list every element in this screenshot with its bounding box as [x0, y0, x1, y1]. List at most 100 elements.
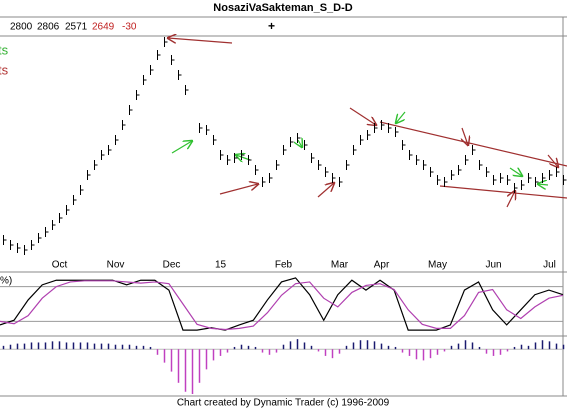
readout: 2649: [92, 22, 115, 33]
price-bar: [164, 37, 168, 47]
price-bar: [59, 213, 63, 223]
price-bar: [346, 160, 350, 170]
price-bar: [66, 205, 70, 215]
price-bar: [500, 173, 504, 183]
price-bar: [3, 235, 7, 245]
price-bar: [157, 50, 161, 60]
price-bar: [136, 90, 140, 100]
price-bar: [395, 127, 399, 137]
price-bar: [269, 173, 273, 183]
price-bar: [94, 160, 98, 170]
price-bar: [444, 177, 448, 187]
price-bar: [31, 240, 35, 250]
price-bar: [297, 133, 301, 143]
price-bar: [241, 150, 245, 160]
price-bar: [143, 75, 147, 85]
price-bar: [255, 165, 259, 175]
oscillator-line: [0, 280, 564, 331]
price-bar: [262, 177, 266, 187]
legend: ts: [0, 42, 9, 57]
price-bar: [493, 175, 497, 185]
x-tick-label: Feb: [275, 260, 293, 271]
plus: +: [268, 19, 275, 33]
price-bar: [388, 123, 392, 133]
x-tick-label: 15: [215, 260, 227, 271]
price-bar: [479, 160, 483, 170]
footer: Chart created by Dynamic Trader (c) 1996…: [177, 398, 390, 409]
price-bar: [38, 233, 42, 243]
price-bar: [276, 160, 280, 170]
price-bar: [556, 167, 560, 177]
price-bar: [290, 137, 294, 147]
price-bar: [150, 65, 154, 75]
price-bar: [339, 177, 343, 187]
price-bar: [332, 173, 336, 183]
osc-label: %): [0, 276, 12, 287]
price-bar: [17, 243, 21, 253]
x-tick-label: May: [428, 260, 447, 271]
price-bar: [115, 135, 119, 145]
price-bar: [283, 145, 287, 155]
price-bar: [542, 173, 546, 183]
price-bar: [10, 240, 14, 250]
price-bar: [465, 155, 469, 165]
readout: 2571: [65, 22, 88, 33]
price-bar: [409, 150, 413, 160]
price-bar: [451, 170, 455, 180]
price-bar: [73, 195, 77, 205]
oscillator-line: [0, 277, 564, 331]
price-bar: [381, 120, 385, 130]
price-bar: [87, 170, 91, 180]
price-bar: [521, 180, 525, 190]
readout: 2806: [37, 22, 60, 33]
price-bar: [101, 150, 105, 160]
price-bar: [563, 175, 567, 185]
x-tick-label: Oct: [52, 260, 68, 271]
price-bar: [430, 167, 434, 177]
price-bar: [549, 170, 553, 180]
price-bar: [213, 135, 217, 145]
x-tick-label: Dec: [163, 260, 181, 271]
x-tick-label: Apr: [374, 260, 390, 271]
price-bar: [535, 177, 539, 187]
readout: 2800: [10, 22, 33, 33]
price-bar: [185, 85, 189, 95]
price-bar: [178, 70, 182, 80]
x-tick-label: Jun: [485, 260, 501, 271]
price-bar: [325, 167, 329, 177]
readout: -30: [122, 22, 137, 33]
price-bar: [199, 123, 203, 133]
legend: ts: [0, 62, 9, 77]
price-bar: [374, 123, 378, 133]
x-tick-label: Mar: [331, 260, 349, 271]
price-bar: [367, 130, 371, 140]
price-bar: [318, 160, 322, 170]
price-bar: [423, 160, 427, 170]
price-bar: [514, 183, 518, 193]
x-tick-label: Nov: [107, 260, 125, 271]
price-bar: [206, 125, 210, 135]
annotations: [168, 38, 567, 208]
price-bar: [129, 105, 133, 115]
price-bar: [248, 155, 252, 165]
price-bar: [220, 150, 224, 160]
price-bar: [171, 55, 175, 65]
price-bar: [416, 155, 420, 165]
price-bar: [437, 175, 441, 185]
price-bar: [486, 167, 490, 177]
price-bar: [507, 175, 511, 185]
price-bar: [311, 153, 315, 163]
price-bar: [472, 145, 476, 155]
title: NosaziVaSakteman_S_D-D: [213, 2, 352, 14]
price-bar: [108, 145, 112, 155]
price-bar: [353, 145, 357, 155]
price-bar: [227, 155, 231, 165]
price-bar: [24, 245, 28, 255]
price-bar: [45, 227, 49, 237]
price-bar: [52, 220, 56, 230]
price-bar: [458, 165, 462, 175]
x-tick-label: Jul: [543, 260, 556, 271]
price-bar: [122, 120, 126, 130]
price-bar: [402, 140, 406, 150]
